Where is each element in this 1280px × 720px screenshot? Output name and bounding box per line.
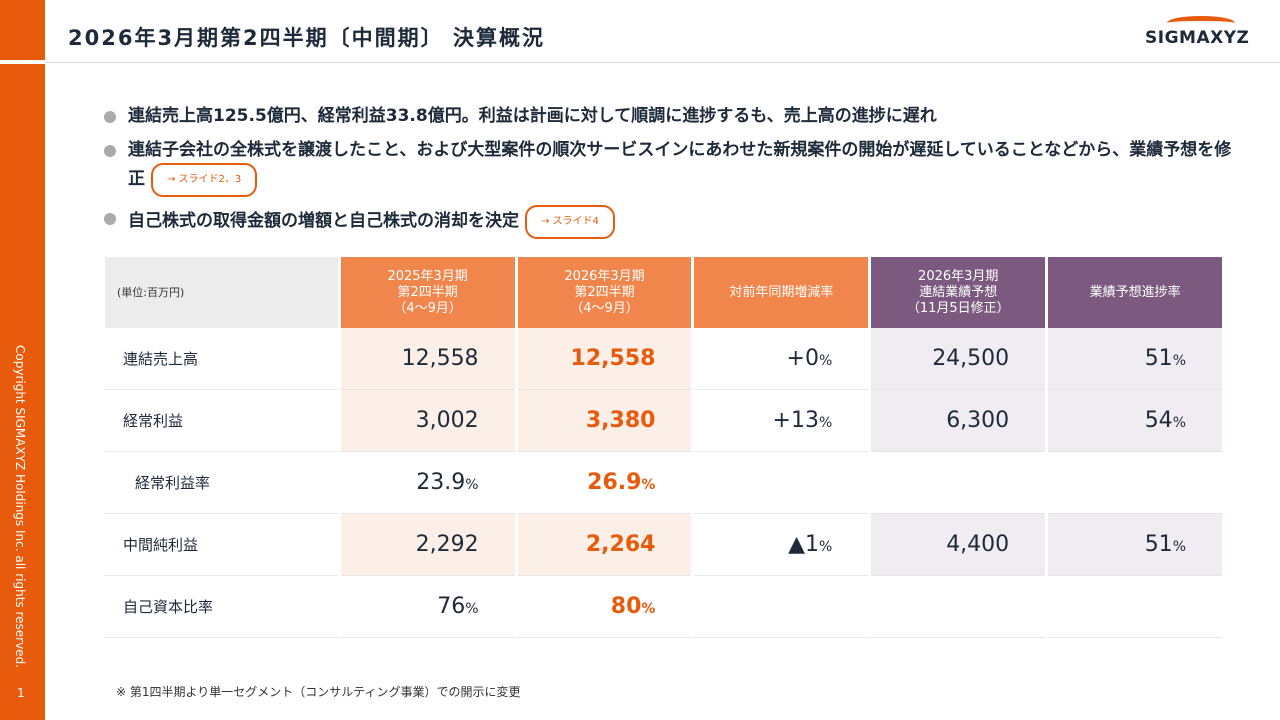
cell-c4: 24,500: [871, 328, 1046, 390]
cell-c2: 12,558: [517, 328, 692, 390]
cell-c3: +0%: [694, 328, 869, 390]
table-row: 連結売上高 12,558 12,558 +0% 24,500 51%: [105, 328, 1222, 390]
cell-c4: 6,300: [871, 390, 1046, 452]
sidebar-accent: [0, 0, 45, 60]
page-title: 2026年3月期第2四半期〔中間期〕 決算概況: [68, 26, 545, 50]
row-label: 連結売上高: [105, 328, 338, 390]
table-row: 自己資本比率 76% 80%: [105, 576, 1222, 638]
cell-c5: 51%: [1048, 514, 1222, 576]
col-header: 2025年3月期 第2四半期 （4～9月）: [340, 257, 515, 328]
cell-c1: 2,292: [340, 514, 515, 576]
divider: [45, 62, 1280, 63]
table-row: 経常利益 3,002 3,380 +13% 6,300 54%: [105, 390, 1222, 452]
cell-c5: [1048, 576, 1222, 638]
bullet-item: 連結子会社の全株式を譲渡したこと、および大型案件の順次サービスインにあわせた新規…: [104, 137, 1234, 197]
cell-c3: +13%: [694, 390, 869, 452]
bullet-list: 連結売上高125.5億円、経常利益33.8億円。利益は計画に対して順調に進捗する…: [104, 103, 1234, 247]
cell-c3: [694, 576, 869, 638]
logo: SIGMAXYZ: [1145, 16, 1255, 48]
cell-c5: 51%: [1048, 328, 1222, 390]
cell-c2: 3,380: [517, 390, 692, 452]
results-table: (単位:百万円) 2025年3月期 第2四半期 （4～9月） 2026年3月期 第2四…: [102, 257, 1225, 638]
cell-c4: [871, 576, 1046, 638]
cell-c1: 76%: [340, 576, 515, 638]
slide-link[interactable]: → スライド2、3: [151, 163, 258, 197]
row-label: 経常利益率: [105, 452, 338, 514]
row-label: 中間純利益: [105, 514, 338, 576]
unit-label: (単位:百万円): [105, 257, 338, 328]
bullet-item: 自己株式の取得金額の増額と自己株式の消却を決定 → スライド4: [104, 205, 1234, 239]
cell-c1: 12,558: [340, 328, 515, 390]
copyright: Copyright SIGMAXYZ Holdings Inc. all rig…: [13, 345, 27, 668]
cell-c2: 2,264: [517, 514, 692, 576]
cell-c4: 4,400: [871, 514, 1046, 576]
col-header: 業績予想進捗率: [1048, 257, 1222, 328]
bullet-item: 連結売上高125.5億円、経常利益33.8億円。利益は計画に対して順調に進捗する…: [104, 103, 1234, 129]
cell-c2: 80%: [517, 576, 692, 638]
cell-c5: [1048, 452, 1222, 514]
table-row: 中間純利益 2,292 2,264 ▲1% 4,400 51%: [105, 514, 1222, 576]
cell-c5: 54%: [1048, 390, 1222, 452]
col-header: 2026年3月期 第2四半期 （4～9月）: [517, 257, 692, 328]
cell-c3: [694, 452, 869, 514]
cell-c2: 26.9%: [517, 452, 692, 514]
row-label: 自己資本比率: [105, 576, 338, 638]
cell-c1: 3,002: [340, 390, 515, 452]
cell-c4: [871, 452, 1046, 514]
row-label: 経常利益: [105, 390, 338, 452]
col-header: 対前年同期増減率: [694, 257, 869, 328]
cell-c3: ▲1%: [694, 514, 869, 576]
page-number: 1: [17, 686, 25, 700]
table-row: 経常利益率 23.9% 26.9%: [105, 452, 1222, 514]
sidebar: [0, 64, 45, 720]
slide-link[interactable]: → スライド4: [525, 205, 615, 239]
footnote: ※ 第1四半期より単一セグメント（コンサルティング事業）での開示に変更: [116, 685, 521, 699]
cell-c1: 23.9%: [340, 452, 515, 514]
col-header: 2026年3月期 連結業績予想 （11月5日修正）: [871, 257, 1046, 328]
